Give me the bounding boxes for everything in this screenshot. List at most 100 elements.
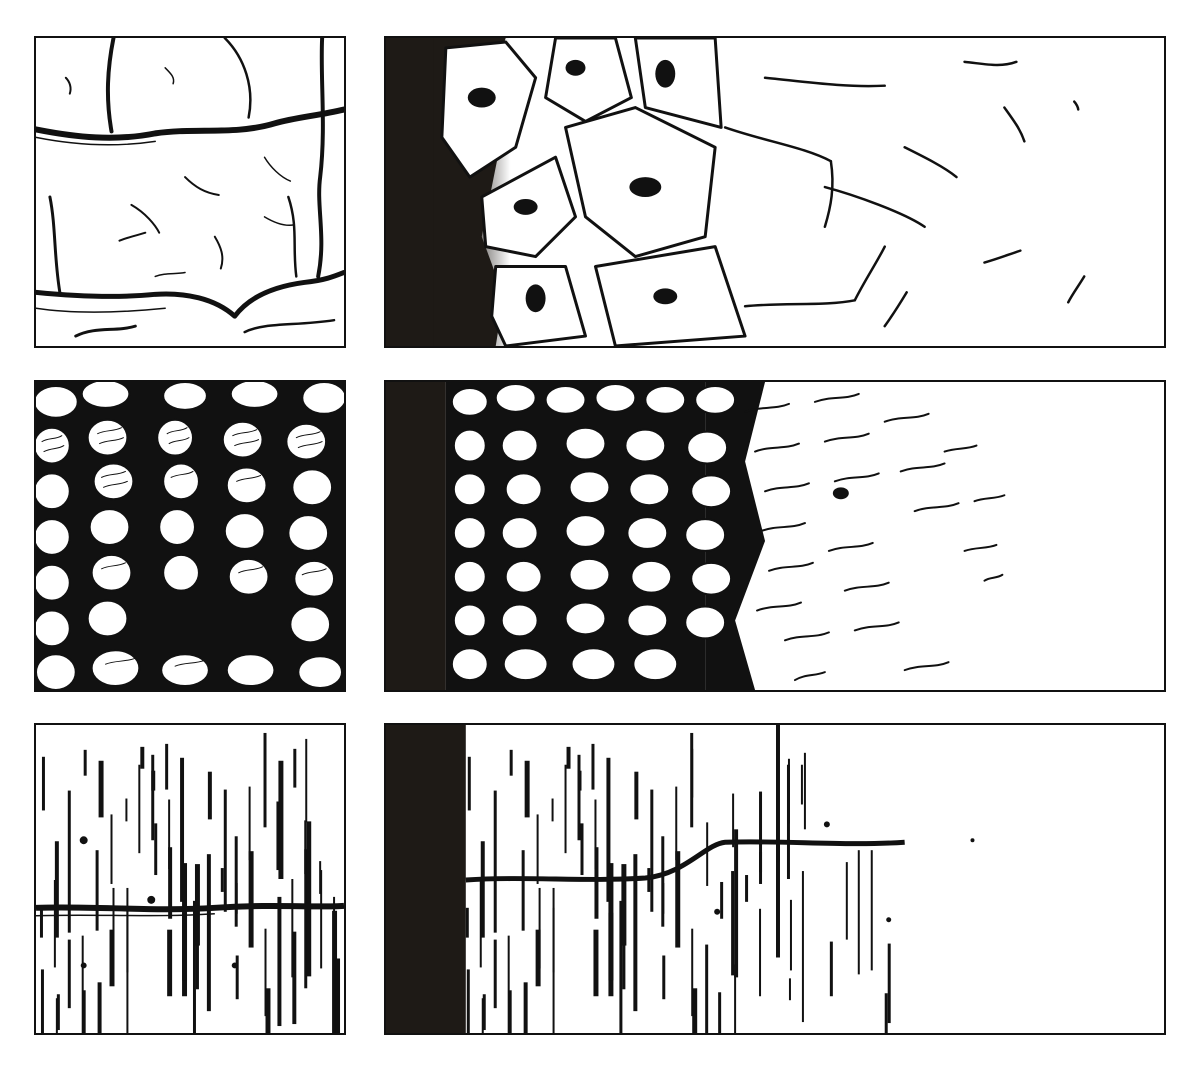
plank-streak <box>580 823 584 876</box>
plank-streak <box>759 852 763 873</box>
wood-planks-gradient-drawing <box>386 725 975 1033</box>
plank-streak <box>535 929 541 987</box>
braided-cobbles-detail-panel <box>34 380 346 692</box>
plank-streak <box>718 992 722 1033</box>
plank-streak <box>845 862 848 940</box>
plank-streak <box>482 994 486 1031</box>
plank-streak <box>304 849 308 989</box>
cracked-stone-gradient-drawing <box>386 38 1164 346</box>
plank-streak <box>564 764 567 854</box>
plank-streak <box>168 847 173 919</box>
wood-planks-detail-panel <box>34 723 346 1035</box>
cracked-stone-detail-panel <box>34 36 346 348</box>
plank-streak <box>829 941 833 997</box>
plank-streak <box>800 764 803 805</box>
plank-streak <box>734 964 737 1033</box>
plank-streak <box>110 814 113 884</box>
cracked-stone-gradient-panel <box>384 36 1166 348</box>
plank-streak <box>552 907 555 1033</box>
plank-streak <box>705 944 709 1033</box>
plank-streak <box>276 801 280 871</box>
plank-streak <box>621 864 627 946</box>
plank-streak <box>154 823 158 876</box>
plank-streak <box>206 854 211 1012</box>
plank-streak <box>508 990 512 1033</box>
plank-streak <box>264 928 267 1017</box>
braided-cobbles-detail-drawing <box>36 382 344 690</box>
plank-streak <box>234 836 238 927</box>
plank-streak <box>319 861 322 894</box>
plank-streak <box>650 789 654 912</box>
plank-streak <box>608 863 614 981</box>
plank-streak <box>566 746 571 769</box>
plank-streak <box>536 814 539 884</box>
plank-streak <box>787 758 790 824</box>
plank-streak <box>98 760 104 818</box>
plank-streak <box>480 841 485 938</box>
plank-streak <box>507 935 510 1033</box>
plank-streak <box>661 836 665 927</box>
plank-streak <box>789 899 792 971</box>
plank-streak <box>293 748 297 788</box>
plank-streak <box>167 929 173 997</box>
plank-streak <box>467 756 471 811</box>
plank-streak <box>39 907 43 938</box>
plank-streak <box>734 829 739 978</box>
plank-streak <box>194 864 200 946</box>
plank-streak <box>662 955 666 1000</box>
plank-streak <box>54 841 59 938</box>
plank-streak <box>83 749 87 776</box>
plank-streak <box>692 988 698 1033</box>
plank-streak <box>220 868 224 892</box>
plank-streak <box>466 969 470 1033</box>
plank-streak <box>731 871 735 976</box>
plank-streak <box>192 900 196 1033</box>
plank-streak <box>594 799 597 870</box>
plank-streak <box>82 990 86 1033</box>
plank-streak <box>278 760 284 879</box>
plank-streak <box>248 851 254 948</box>
plank-streak <box>125 798 128 822</box>
plank-streak <box>277 896 282 1027</box>
plank-streak <box>884 993 888 1033</box>
plank-streak <box>591 743 595 790</box>
plank-streak <box>264 748 267 798</box>
plank-streak <box>56 994 60 1031</box>
plank-streak <box>109 929 115 987</box>
plank-streak <box>67 790 71 933</box>
plank-streak <box>332 910 338 1033</box>
plank-streak <box>304 820 307 875</box>
plank-streak <box>138 764 141 854</box>
plank-streak <box>870 850 873 971</box>
plank-streak <box>524 760 530 818</box>
plank-streak <box>551 798 554 822</box>
plank-streak <box>521 850 525 931</box>
plank-streak <box>151 754 155 841</box>
plank-streak <box>706 822 709 886</box>
plank-streak <box>857 850 860 975</box>
plank-streak <box>207 771 212 820</box>
plank-streak <box>675 851 681 948</box>
plank-streak <box>759 908 762 997</box>
plank-streak <box>305 738 308 823</box>
wood-planks-detail-drawing <box>36 732 344 1033</box>
plank-streak <box>594 847 599 919</box>
plank-streak <box>803 752 806 830</box>
plank-streak <box>509 749 513 776</box>
wood-planks-gradient-panel <box>384 723 1166 1035</box>
plank-streak <box>168 799 171 870</box>
plank-streak <box>577 754 581 841</box>
plank-streak <box>335 958 341 1033</box>
plank-streak <box>493 790 497 933</box>
plank-streak <box>81 935 84 1033</box>
cracked-stone-detail-drawing <box>36 38 344 338</box>
plank-streak <box>41 756 45 811</box>
plank-streak <box>538 887 541 969</box>
plank-streak <box>67 939 71 1009</box>
plank-streak <box>633 854 638 1012</box>
plank-streak <box>745 875 749 902</box>
plank-streak <box>112 887 115 969</box>
plank-streak <box>788 978 791 1001</box>
plank-streak <box>223 789 227 912</box>
plank-streak <box>97 982 102 1033</box>
